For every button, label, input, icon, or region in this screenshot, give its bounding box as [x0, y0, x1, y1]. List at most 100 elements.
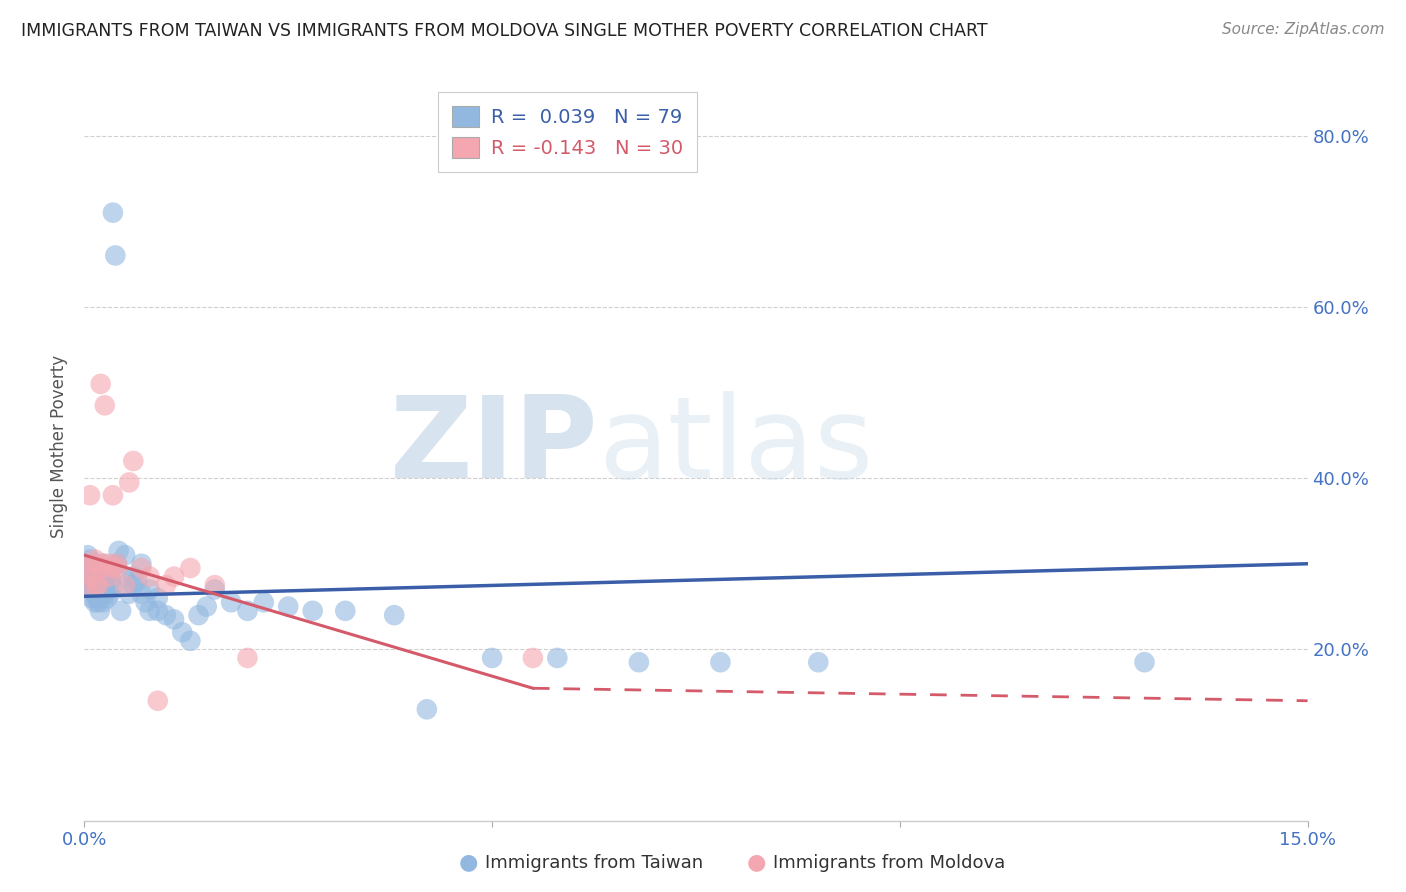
Point [204, 578, 226, 592]
Point [135, 595, 157, 609]
Point [80, 582, 103, 597]
Point [138, 582, 160, 597]
Point [90, 376, 112, 391]
Point [138, 569, 160, 583]
Point [77, 574, 100, 588]
Point [100, 587, 122, 601]
Point [155, 608, 177, 623]
Point [146, 604, 169, 618]
Point [83, 574, 105, 588]
Point [97, 569, 120, 583]
Text: Immigrants from Moldova: Immigrants from Moldova [773, 855, 1005, 872]
Point [122, 569, 145, 583]
Point [131, 561, 153, 575]
Point [77, 578, 100, 592]
Point [807, 655, 830, 669]
Text: Source: ZipAtlas.com: Source: ZipAtlas.com [1222, 22, 1385, 37]
Point [187, 608, 209, 623]
Point [84, 552, 107, 566]
Point [131, 587, 153, 601]
Point [546, 651, 568, 665]
Point [91, 557, 114, 571]
Point [114, 578, 136, 592]
Point [101, 205, 124, 219]
Text: ●: ● [747, 853, 766, 872]
Point [107, 544, 129, 558]
Point [627, 655, 650, 669]
Point [91, 578, 114, 592]
Point [87, 595, 110, 609]
Point [82, 569, 104, 583]
Point [84, 595, 107, 609]
Point [76, 578, 98, 592]
Point [79, 552, 101, 566]
Point [90, 561, 112, 575]
Point [97, 557, 120, 571]
Point [89, 604, 111, 618]
Point [97, 561, 120, 575]
Point [236, 604, 259, 618]
Point [86, 578, 108, 592]
Point [76, 548, 98, 562]
Legend: R =  0.039   N = 79, R = -0.143   N = 30: R = 0.039 N = 79, R = -0.143 N = 30 [439, 92, 696, 171]
Point [131, 557, 153, 571]
Point [105, 557, 128, 571]
Point [93, 557, 115, 571]
Point [87, 582, 110, 597]
Point [1133, 655, 1156, 669]
Point [110, 604, 132, 618]
Point [93, 398, 115, 412]
Point [382, 608, 405, 623]
Point [118, 587, 141, 601]
Point [87, 578, 110, 592]
Point [172, 625, 194, 640]
Point [82, 569, 104, 583]
Point [277, 599, 299, 614]
Point [79, 488, 101, 502]
Point [83, 587, 105, 601]
Point [91, 595, 114, 609]
Point [122, 454, 145, 468]
Point [82, 557, 104, 571]
Point [101, 488, 124, 502]
Point [104, 248, 127, 262]
Point [80, 566, 103, 580]
Text: ZIP: ZIP [389, 391, 598, 501]
Point [84, 578, 107, 592]
Point [90, 582, 112, 597]
Point [114, 548, 136, 562]
Point [155, 578, 177, 592]
Point [77, 561, 100, 575]
Point [138, 604, 160, 618]
Point [84, 566, 107, 580]
Text: atlas: atlas [598, 391, 873, 501]
Point [179, 633, 201, 648]
Point [80, 591, 103, 605]
Point [105, 561, 128, 575]
Point [91, 574, 114, 588]
Point [146, 694, 169, 708]
Point [75, 561, 97, 575]
Point [236, 651, 259, 665]
Point [481, 651, 503, 665]
Point [146, 591, 169, 605]
Point [195, 599, 218, 614]
Text: ●: ● [458, 853, 478, 872]
Point [253, 595, 276, 609]
Point [335, 604, 357, 618]
Point [522, 651, 544, 665]
Point [100, 574, 122, 588]
Point [163, 612, 186, 626]
Point [93, 587, 115, 601]
Point [86, 591, 108, 605]
Point [90, 561, 112, 575]
Point [82, 578, 104, 592]
Point [204, 582, 226, 597]
Point [96, 591, 118, 605]
Text: IMMIGRANTS FROM TAIWAN VS IMMIGRANTS FROM MOLDOVA SINGLE MOTHER POVERTY CORRELAT: IMMIGRANTS FROM TAIWAN VS IMMIGRANTS FRO… [21, 22, 987, 40]
Point [82, 557, 104, 571]
Point [118, 475, 141, 490]
Point [94, 578, 117, 592]
Point [97, 582, 120, 597]
Y-axis label: Single Mother Poverty: Single Mother Poverty [51, 354, 69, 538]
